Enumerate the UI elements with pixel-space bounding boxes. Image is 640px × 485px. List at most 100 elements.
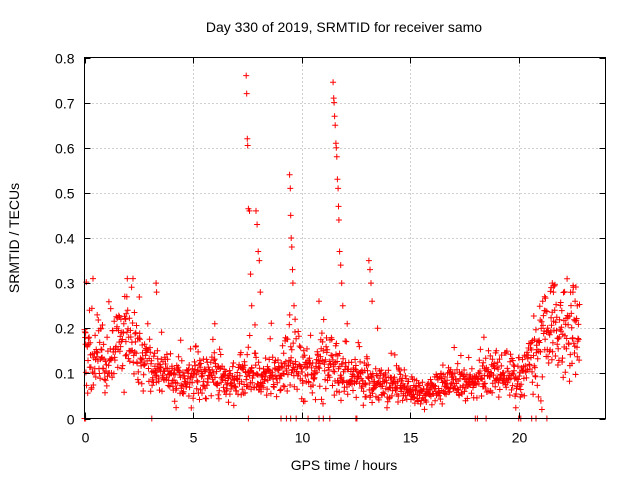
data-point — [208, 392, 215, 399]
data-point — [565, 321, 572, 328]
data-point — [111, 318, 118, 325]
data-point — [535, 338, 542, 345]
data-point — [287, 212, 294, 219]
data-point — [299, 369, 306, 375]
data-point — [566, 378, 573, 385]
data-point — [366, 380, 373, 387]
data-point — [337, 262, 344, 269]
data-point — [554, 341, 561, 348]
data-point — [281, 383, 288, 390]
data-point — [246, 207, 253, 214]
data-point — [402, 372, 409, 379]
data-point — [541, 293, 548, 300]
data-point — [288, 346, 295, 353]
data-point — [175, 364, 182, 371]
data-point — [399, 397, 406, 404]
data-point — [94, 311, 101, 318]
data-point — [167, 369, 174, 376]
data-point — [305, 379, 312, 386]
data-point — [465, 354, 472, 361]
data-point — [219, 363, 226, 370]
data-point — [489, 389, 496, 396]
data-point — [573, 315, 580, 322]
data-point — [515, 376, 522, 383]
data-point — [191, 358, 198, 365]
data-point — [109, 374, 116, 381]
data-point — [288, 354, 295, 361]
data-point — [252, 362, 259, 369]
data-point — [326, 366, 332, 373]
data-point — [506, 392, 513, 399]
data-point — [256, 257, 263, 264]
data-point — [481, 372, 488, 379]
data-point — [228, 386, 234, 392]
data-point — [439, 362, 446, 369]
data-point — [507, 358, 514, 365]
data-point — [201, 368, 208, 375]
data-point — [213, 368, 220, 375]
data-point — [339, 302, 346, 309]
data-point — [382, 370, 389, 376]
data-point — [283, 367, 290, 374]
data-point — [211, 320, 218, 327]
data-point — [205, 364, 212, 371]
data-point — [356, 343, 363, 350]
data-point — [234, 376, 241, 383]
data-point — [510, 371, 517, 378]
data-point — [278, 360, 285, 366]
data-point — [321, 361, 328, 368]
data-point — [331, 99, 338, 106]
data-point — [285, 363, 292, 370]
data-point — [482, 385, 489, 391]
data-point — [128, 284, 135, 291]
data-point — [243, 90, 250, 97]
axis-ticks — [84, 57, 606, 420]
data-point — [301, 398, 308, 405]
data-point — [103, 382, 110, 389]
data-point — [549, 280, 556, 287]
data-point — [313, 369, 320, 376]
data-point — [563, 335, 570, 342]
data-point — [510, 362, 517, 368]
data-point — [149, 382, 156, 389]
data-point — [243, 72, 250, 79]
data-point — [542, 336, 549, 343]
data-point — [321, 367, 328, 374]
data-point — [136, 330, 143, 337]
data-point — [495, 394, 502, 401]
data-point — [553, 301, 560, 308]
data-point — [335, 203, 342, 210]
data-point — [123, 351, 130, 358]
data-point — [284, 388, 291, 394]
data-point — [320, 316, 327, 323]
data-point — [385, 367, 392, 374]
data-point — [210, 370, 217, 376]
y-tick-label: 0.5 — [55, 186, 75, 202]
data-point — [287, 185, 294, 192]
data-point — [306, 361, 313, 367]
data-point — [108, 355, 115, 362]
data-point — [539, 298, 546, 305]
data-point — [564, 275, 571, 282]
data-point — [542, 295, 549, 302]
data-point — [381, 390, 388, 397]
data-point — [177, 337, 184, 344]
data-point — [334, 358, 341, 365]
grid-lines — [84, 57, 606, 419]
data-point — [171, 398, 178, 405]
data-point — [280, 382, 287, 389]
data-point — [146, 336, 153, 343]
data-point — [126, 358, 133, 365]
data-point — [549, 348, 556, 355]
data-point — [297, 344, 304, 351]
data-point — [496, 356, 503, 363]
data-point — [87, 339, 94, 346]
data-point — [307, 332, 314, 339]
data-point — [267, 335, 274, 342]
data-point — [246, 332, 253, 339]
data-point — [173, 404, 180, 411]
data-point — [569, 360, 575, 367]
data-point — [535, 393, 542, 400]
data-point — [437, 396, 444, 403]
y-tick-label: 0.6 — [55, 141, 75, 157]
